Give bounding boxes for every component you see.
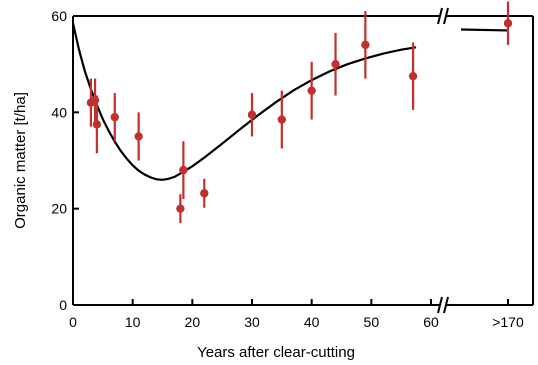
plot-frame bbox=[72, 15, 534, 306]
y-axis-title: Organic matter [t/ha] bbox=[12, 92, 29, 229]
x-tick-label: 60 bbox=[423, 314, 439, 330]
data-point bbox=[179, 141, 188, 200]
point-marker bbox=[331, 59, 340, 69]
point-marker bbox=[134, 132, 143, 141]
point-marker bbox=[110, 112, 119, 122]
point-marker bbox=[408, 72, 418, 81]
break-slash bbox=[443, 296, 449, 314]
data-point bbox=[200, 178, 209, 208]
data-point bbox=[90, 78, 100, 122]
x-tick-label: 20 bbox=[185, 314, 201, 330]
y-tick-label: 60 bbox=[51, 8, 67, 24]
x-axis-title: Years after clear-cutting bbox=[197, 344, 355, 361]
break-gap bbox=[440, 297, 446, 313]
fitted-curve bbox=[71, 22, 509, 181]
x-tick-label: 50 bbox=[364, 314, 380, 330]
data-point bbox=[503, 1, 513, 45]
curve-line bbox=[71, 22, 417, 181]
point-marker bbox=[247, 110, 257, 119]
y-tick-label: 0 bbox=[59, 297, 67, 313]
y-axis-ticks: 0 20 40 60 bbox=[51, 8, 79, 313]
data-point bbox=[307, 61, 316, 120]
break-slash bbox=[437, 7, 443, 25]
break-slash bbox=[437, 296, 443, 314]
curve-line-extra bbox=[460, 28, 509, 32]
data-point bbox=[331, 32, 340, 96]
data-point bbox=[277, 90, 287, 149]
x-axis-ticks: 0 10 20 30 40 50 60 >170 bbox=[69, 299, 524, 330]
point-marker bbox=[277, 115, 287, 124]
point-marker bbox=[361, 40, 370, 50]
break-slash bbox=[443, 7, 449, 25]
point-marker bbox=[92, 120, 102, 129]
axis-break-marks bbox=[437, 7, 449, 314]
point-marker bbox=[179, 165, 188, 175]
y-tick-label: 40 bbox=[51, 104, 67, 120]
x-tick-label: 30 bbox=[244, 314, 260, 330]
data-point bbox=[408, 42, 418, 110]
x-tick-label: >170 bbox=[492, 314, 524, 330]
point-marker bbox=[90, 96, 100, 105]
data-point bbox=[361, 11, 370, 79]
data-point bbox=[92, 95, 102, 154]
y-tick-label: 20 bbox=[51, 201, 67, 217]
point-marker bbox=[503, 19, 513, 28]
x-tick-label: 10 bbox=[125, 314, 141, 330]
x-tick-label: 0 bbox=[69, 314, 77, 330]
point-marker bbox=[307, 86, 316, 95]
break-gap bbox=[440, 8, 446, 24]
x-tick-label: 40 bbox=[304, 314, 320, 330]
data-point bbox=[176, 194, 185, 224]
point-marker bbox=[200, 189, 209, 198]
data-points bbox=[86, 1, 513, 224]
data-point bbox=[110, 93, 119, 142]
data-point bbox=[247, 93, 257, 137]
data-point bbox=[134, 112, 143, 161]
point-marker bbox=[176, 204, 185, 213]
